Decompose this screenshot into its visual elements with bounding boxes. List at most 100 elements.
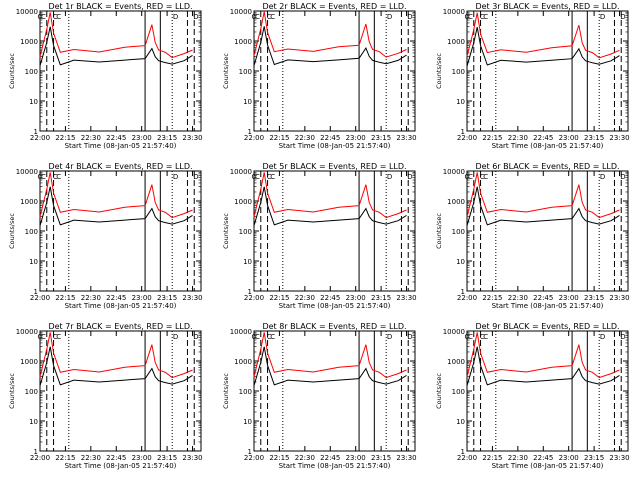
x-tick-label: 23:30 (182, 454, 202, 462)
x-tick-label: 22:15 (482, 134, 502, 142)
series-line-events (466, 346, 620, 386)
x-tick-label: 22:30 (81, 454, 101, 462)
marker-label: C (483, 333, 488, 341)
x-tick-label: 22:00 (30, 134, 50, 142)
x-tick-label: 22:45 (533, 454, 553, 462)
x-tick-label: 23:00 (132, 134, 152, 142)
series-line-events (39, 186, 193, 226)
x-axis-label: Start Time (08-Jan-05 21:57:40) (492, 302, 604, 310)
marker-label: C (270, 13, 275, 21)
x-tick-label: 22:45 (106, 134, 126, 142)
x-tick-label: 23:00 (559, 454, 579, 462)
x-tick-label: 22:30 (508, 294, 528, 302)
x-tick-label: 22:30 (295, 294, 315, 302)
plot-frame (39, 10, 202, 132)
series-line-lld (253, 11, 407, 58)
y-tick-label: 10 (456, 258, 465, 266)
panel-det-1: Det 1r BLACK = Events, RED = LLD. 1 10 100 1… (8, 2, 203, 150)
x-tick-label: 22:00 (30, 294, 50, 302)
y-tick-label: 1 (34, 448, 38, 456)
marker-label: D (173, 333, 178, 341)
y-tick-label: 1 (248, 288, 252, 296)
marker-label: C (465, 333, 470, 341)
y-tick-label: 10000 (230, 168, 252, 176)
y-tick-label: 10000 (443, 168, 465, 176)
marker-label: C (252, 333, 257, 341)
x-tick-label: 22:45 (533, 294, 553, 302)
y-tick-label: 10000 (443, 328, 465, 336)
panel-title: Det 5r BLACK = Events, RED = LLD. (262, 162, 406, 171)
y-axis-label: Counts/sec (222, 373, 230, 409)
y-axis-label: Counts/sec (435, 53, 443, 89)
y-axis-label: Counts/sec (8, 213, 16, 249)
marker-label: C (270, 173, 275, 181)
y-tick-label: 1000 (447, 198, 465, 206)
series-line-events (253, 346, 407, 386)
series-line-lld (39, 332, 193, 379)
x-tick-label: 23:15 (371, 454, 391, 462)
x-tick-label: 23:00 (132, 454, 152, 462)
series-line-events (466, 26, 620, 67)
x-axis-label: Start Time (08-Jan-05 21:57:40) (65, 142, 177, 150)
plot-frame (39, 170, 202, 292)
y-tick-label: 10000 (230, 328, 252, 336)
x-tick-label: 22:30 (81, 134, 101, 142)
marker-label: C (53, 13, 58, 21)
y-tick-label: 100 (452, 228, 465, 236)
x-tick-label: 22:15 (269, 294, 289, 302)
x-axis-label: Start Time (08-Jan-05 21:57:40) (492, 142, 604, 150)
plot-frame (39, 330, 202, 452)
panel-det-9: Det 9r BLACK = Events, RED = LLD. 1 10 100 1… (435, 322, 630, 470)
y-tick-label: 10 (243, 258, 252, 266)
marker-label: C (41, 333, 46, 341)
plot-frame (253, 330, 416, 452)
x-tick-label: 22:00 (244, 454, 264, 462)
x-tick-label: 22:00 (244, 294, 264, 302)
marker-label: C (480, 13, 485, 21)
x-tick-label: 22:15 (55, 134, 75, 142)
x-tick-label: 22:45 (320, 134, 340, 142)
marker-label: D (600, 173, 605, 181)
panel-det-8: Det 8r BLACK = Events, RED = LLD. 1 10 100 1… (222, 322, 417, 470)
x-tick-label: 23:15 (584, 294, 604, 302)
y-tick-label: 10000 (443, 8, 465, 16)
y-tick-label: 1000 (20, 38, 38, 46)
marker-label: D (620, 13, 625, 21)
series-line-lld (253, 172, 407, 219)
y-tick-label: 1000 (447, 358, 465, 366)
x-tick-label: 23:30 (396, 294, 416, 302)
x-tick-label: 22:15 (55, 454, 75, 462)
y-tick-label: 100 (452, 68, 465, 76)
marker-label: D (600, 13, 605, 21)
y-tick-label: 100 (25, 228, 38, 236)
x-tick-label: 23:30 (609, 294, 629, 302)
series-line-events (253, 186, 407, 226)
x-tick-label: 22:45 (533, 134, 553, 142)
y-axis-label: Counts/sec (8, 53, 16, 89)
marker-label: C (267, 13, 272, 21)
panel-title: Det 3r BLACK = Events, RED = LLD. (475, 2, 619, 11)
panel-det-3: Det 3r BLACK = Events, RED = LLD. 1 10 100 1… (435, 2, 630, 150)
marker-label: C (255, 333, 260, 341)
panel-title: Det 4r BLACK = Events, RED = LLD. (48, 162, 192, 171)
x-tick-label: 22:30 (81, 294, 101, 302)
y-tick-label: 1 (461, 128, 465, 136)
x-tick-label: 22:45 (320, 454, 340, 462)
marker-label: C (53, 173, 58, 181)
marker-label: C (270, 333, 275, 341)
y-tick-label: 100 (25, 388, 38, 396)
x-tick-label: 23:30 (182, 294, 202, 302)
marker-label: D (173, 173, 178, 181)
y-tick-label: 10 (456, 98, 465, 106)
panel-det-7: Det 7r BLACK = Events, RED = LLD. 1 10 100 1… (8, 322, 203, 470)
x-tick-label: 22:00 (457, 294, 477, 302)
marker-label: C (56, 333, 61, 341)
marker-label: D (387, 173, 392, 181)
marker-label: C (41, 13, 46, 21)
plot-frame (466, 10, 629, 132)
series-line-lld (39, 172, 193, 219)
y-tick-label: 100 (239, 68, 252, 76)
y-tick-label: 100 (452, 388, 465, 396)
y-axis-label: Counts/sec (222, 53, 230, 89)
